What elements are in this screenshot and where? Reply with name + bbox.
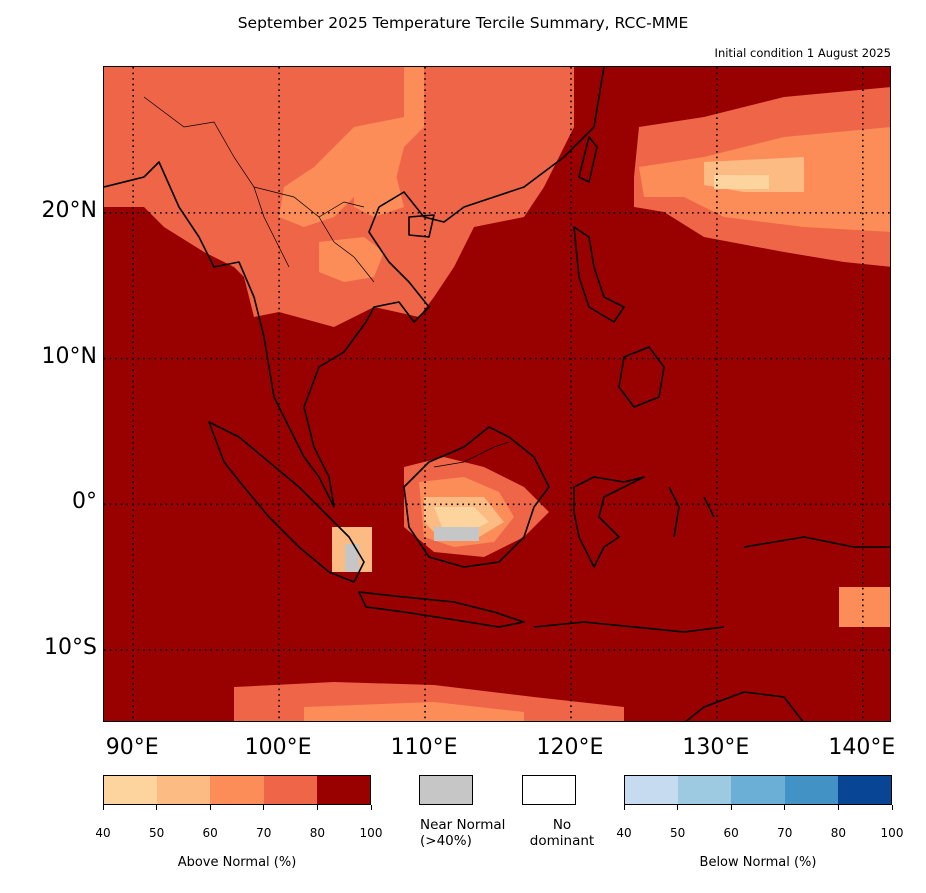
- near-normal-label-line1: Near Normal: [420, 817, 506, 833]
- above-tick-label-0: 40: [95, 826, 111, 840]
- lat-tick-label-0: 20°N: [41, 197, 97, 223]
- coastline-new-guinea: [743, 536, 890, 548]
- coastline-mainland: [104, 67, 605, 508]
- below-tick-label-3: 70: [777, 826, 793, 840]
- coastline-australia: [685, 691, 804, 721]
- field-pacific-40-50: [714, 175, 769, 189]
- coastline-lesser-sunda: [533, 621, 725, 633]
- above-tick-mark-0: [102, 805, 104, 810]
- below-tick-label-4: 80: [830, 826, 847, 840]
- above-segment-3: [263, 776, 317, 804]
- map-canvas: [104, 67, 890, 721]
- colorbar-below-title: Below Normal (%): [699, 855, 817, 870]
- above-tick-mark-4: [316, 805, 318, 810]
- above-tick-mark-1: [156, 805, 158, 810]
- above-segment-4: [316, 776, 371, 804]
- above-tick-label-4: 80: [309, 826, 326, 840]
- lon-tick-label-1: 100°E: [244, 735, 312, 760]
- field-south-60-70: [304, 702, 524, 721]
- coastline-sumatra: [208, 421, 365, 583]
- above-tick-mark-2: [209, 805, 211, 810]
- below-tick-mark-2: [730, 805, 732, 810]
- no-dominant-label: No dominant: [512, 817, 612, 849]
- below-tick-label-2: 60: [723, 826, 739, 840]
- near-normal-patch-borneo: [434, 527, 479, 541]
- below-tick-mark-4: [837, 805, 839, 810]
- probability-fields: [104, 67, 890, 721]
- coastlines: [104, 67, 890, 721]
- coastline-sulawesi: [573, 476, 645, 568]
- coastline-borneo: [403, 426, 550, 568]
- lon-tick-label-2: 110°E: [390, 735, 458, 760]
- field-east-timor-60-70: [839, 587, 890, 627]
- below-tick-label-1: 50: [669, 826, 686, 840]
- lon-tick-label-5: 140°E: [828, 735, 896, 760]
- below-tick-mark-1: [677, 805, 679, 810]
- above-tick-mark-3: [263, 805, 265, 810]
- map-subtitle: Initial condition 1 August 2025: [714, 46, 891, 60]
- below-segment-3: [784, 776, 838, 804]
- near-normal-patch-sumatra: [345, 544, 359, 572]
- below-segment-2: [731, 776, 785, 804]
- colorbar-above-title: Above Normal (%): [177, 855, 297, 870]
- below-segment-4: [837, 776, 892, 804]
- above-tick-mark-5: [370, 805, 372, 810]
- below-tick-mark-0: [623, 805, 625, 810]
- below-tick-label-0: 40: [616, 826, 632, 840]
- lat-tick-label-1: 10°N: [41, 343, 97, 369]
- below-tick-mark-5: [891, 805, 893, 810]
- map-title: September 2025 Temperature Tercile Summa…: [237, 14, 689, 32]
- below-segment-1: [678, 776, 732, 804]
- above-tick-label-3: 70: [256, 826, 272, 840]
- coastline-taiwan: [578, 136, 598, 183]
- colorbar-above-normal: [103, 775, 371, 805]
- coastline-hainan: [408, 214, 435, 238]
- below-segment-0: [625, 776, 679, 804]
- above-segment-2: [210, 776, 264, 804]
- above-tick-label-1: 50: [148, 826, 165, 840]
- coastline-luzon: [573, 226, 625, 323]
- coastline-mindanao: [618, 346, 665, 408]
- above-segment-0: [104, 776, 158, 804]
- above-segment-1: [157, 776, 211, 804]
- no-dominant-label-line1: No: [552, 817, 572, 833]
- above-tick-label-2: 60: [202, 826, 218, 840]
- below-tick-mark-3: [784, 805, 786, 810]
- gridlines: [104, 67, 890, 721]
- lon-tick-label-3: 120°E: [536, 735, 604, 760]
- lon-tick-label-0: 90°E: [105, 735, 159, 760]
- colorbar-below-normal: [624, 775, 892, 805]
- below-tick-label-5: 100: [880, 826, 904, 840]
- country-borders: [143, 96, 510, 468]
- field-indochina-60-70: [319, 237, 384, 282]
- no-dominant-swatch: [522, 775, 576, 805]
- near-normal-swatch: [419, 775, 473, 805]
- coastline-maluku: [668, 486, 715, 538]
- no-dominant-label-line2: dominant: [529, 833, 595, 849]
- lat-tick-label-2: 0°: [72, 489, 97, 515]
- field-borneo-40-50: [434, 507, 489, 532]
- coastline-java: [358, 591, 525, 628]
- above-tick-label-5: 100: [359, 826, 383, 840]
- near-normal-label: Near Normal (>40%): [420, 817, 505, 849]
- near-normal-label-line2: (>40%): [420, 833, 472, 849]
- lat-tick-label-3: 10°S: [44, 635, 97, 661]
- lon-tick-label-4: 130°E: [682, 735, 750, 760]
- map-panel: [103, 66, 891, 722]
- field-laos-60-70: [354, 167, 404, 217]
